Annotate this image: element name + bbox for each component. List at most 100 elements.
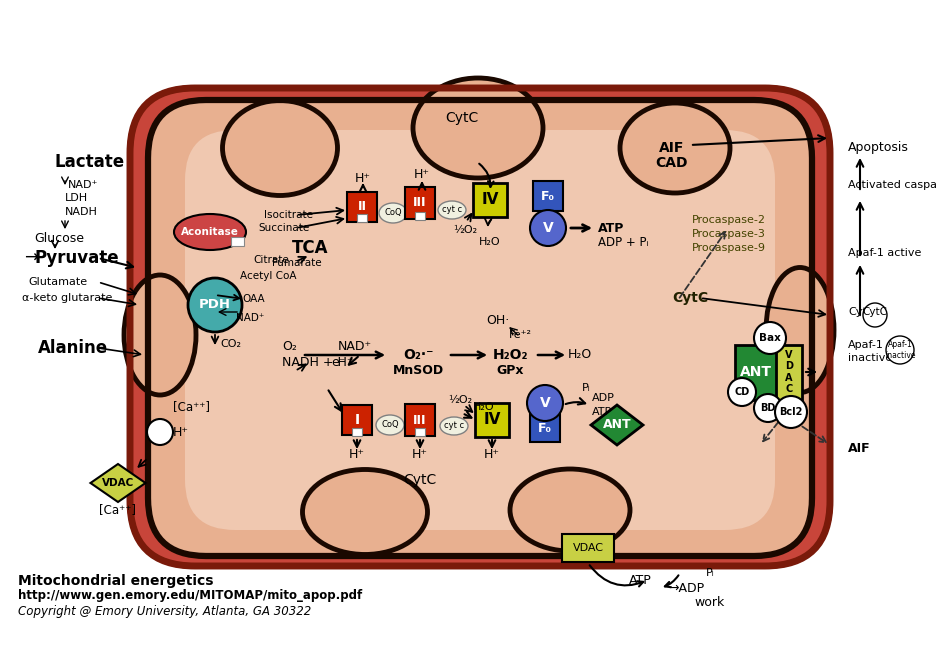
Text: NADH: NADH [65, 207, 98, 217]
Text: MnSOD: MnSOD [392, 364, 444, 377]
Ellipse shape [379, 203, 407, 223]
Text: H⁺: H⁺ [412, 448, 428, 461]
Text: ATP: ATP [598, 222, 624, 234]
Text: α-keto glutarate: α-keto glutarate [22, 293, 112, 303]
Text: III: III [414, 413, 427, 426]
Text: NADH + H⁺: NADH + H⁺ [282, 355, 354, 368]
Text: work: work [695, 596, 725, 609]
Text: VDAC: VDAC [573, 543, 604, 553]
Text: TCA: TCA [292, 239, 329, 257]
Ellipse shape [124, 275, 196, 395]
Text: OH·: OH· [487, 313, 509, 326]
Text: CO₂: CO₂ [220, 339, 241, 349]
Text: Pᵢ: Pᵢ [582, 383, 591, 393]
Text: IV: IV [483, 413, 501, 428]
FancyBboxPatch shape [562, 534, 614, 562]
Polygon shape [591, 405, 643, 445]
Text: Copyright @ Emory University, Atlanta, GA 30322: Copyright @ Emory University, Atlanta, G… [18, 605, 312, 618]
Text: Apoptosis: Apoptosis [848, 141, 909, 154]
FancyBboxPatch shape [357, 214, 367, 222]
Text: H₂O: H₂O [474, 402, 495, 412]
Text: CoQ: CoQ [381, 421, 399, 430]
Text: Alanine: Alanine [38, 339, 109, 357]
FancyBboxPatch shape [475, 403, 509, 437]
Text: CoQ: CoQ [384, 209, 402, 218]
Ellipse shape [620, 103, 730, 193]
Text: Bcl2: Bcl2 [780, 407, 803, 417]
Text: http://www.gen.emory.edu/MITOMAP/mito_apop.pdf: http://www.gen.emory.edu/MITOMAP/mito_ap… [18, 590, 362, 603]
Text: inactive: inactive [848, 353, 892, 363]
Text: Pᵢ: Pᵢ [706, 568, 714, 578]
Text: CytC: CytC [672, 291, 709, 305]
Circle shape [886, 336, 914, 364]
FancyBboxPatch shape [473, 183, 507, 217]
Text: IV: IV [481, 193, 499, 207]
Circle shape [754, 322, 786, 354]
Text: LDH: LDH [65, 193, 88, 203]
Text: GPx: GPx [496, 364, 524, 377]
FancyBboxPatch shape [352, 428, 362, 436]
Text: H⁺: H⁺ [173, 426, 189, 439]
Text: H₂O₂: H₂O₂ [492, 348, 528, 362]
Text: AIF: AIF [848, 441, 870, 455]
Text: [Ca⁺⁺]: [Ca⁺⁺] [173, 401, 211, 413]
Text: Lactate: Lactate [55, 153, 125, 171]
Text: H₂O: H₂O [568, 348, 592, 362]
FancyBboxPatch shape [533, 181, 563, 211]
Text: cyt c: cyt c [442, 205, 462, 214]
Text: ADP + Pᵢ: ADP + Pᵢ [598, 236, 649, 249]
Text: CytC: CytC [403, 473, 436, 487]
Circle shape [147, 419, 173, 445]
Ellipse shape [174, 214, 246, 250]
Text: NAD⁺: NAD⁺ [68, 180, 98, 190]
Text: [Ca⁺⁺]: [Ca⁺⁺] [99, 503, 137, 517]
FancyBboxPatch shape [130, 88, 830, 566]
Text: Procaspase-9: Procaspase-9 [692, 243, 766, 253]
Text: cyt c: cyt c [444, 421, 464, 430]
Text: H⁺: H⁺ [355, 171, 371, 185]
Circle shape [863, 303, 887, 327]
Circle shape [775, 396, 807, 428]
Text: Aconitase: Aconitase [181, 227, 239, 237]
Text: CytC: CytC [848, 307, 874, 317]
Text: Procaspase-2: Procaspase-2 [692, 215, 766, 225]
Text: Mitochondrial energetics: Mitochondrial energetics [18, 574, 213, 588]
Text: Activated caspases: Activated caspases [848, 180, 936, 190]
Text: Procaspase-3: Procaspase-3 [692, 229, 766, 239]
FancyBboxPatch shape [415, 428, 425, 436]
Text: Apaf-1: Apaf-1 [848, 340, 884, 350]
FancyBboxPatch shape [405, 187, 435, 219]
FancyBboxPatch shape [342, 405, 372, 435]
Text: Acetyl CoA: Acetyl CoA [240, 271, 297, 281]
Text: Citrate: Citrate [253, 255, 288, 265]
Text: e⁻: e⁻ [330, 355, 345, 368]
FancyBboxPatch shape [415, 212, 425, 220]
Ellipse shape [302, 470, 428, 554]
Text: V: V [543, 221, 553, 235]
Ellipse shape [376, 415, 404, 435]
Circle shape [754, 394, 782, 422]
Text: F₀: F₀ [538, 421, 552, 435]
Text: O₂·⁻: O₂·⁻ [402, 348, 433, 362]
Text: Fe⁺²: Fe⁺² [508, 330, 532, 340]
Text: NAD⁺: NAD⁺ [338, 340, 373, 353]
Text: PDH: PDH [199, 298, 231, 311]
Text: ANT: ANT [740, 365, 772, 379]
Text: Pyruvate: Pyruvate [34, 249, 119, 267]
Text: OAA: OAA [242, 294, 265, 304]
Text: F₀: F₀ [541, 189, 555, 202]
Circle shape [188, 278, 242, 332]
Ellipse shape [413, 78, 543, 178]
Text: Isocitrate: Isocitrate [264, 210, 313, 220]
Text: Glucose: Glucose [34, 231, 84, 244]
FancyBboxPatch shape [405, 404, 435, 436]
FancyBboxPatch shape [347, 192, 377, 222]
Ellipse shape [440, 417, 468, 435]
Text: Apaf-1 active: Apaf-1 active [848, 248, 921, 258]
Text: Succinate: Succinate [258, 223, 309, 233]
Text: O₂: O₂ [283, 340, 298, 353]
Text: →ADP: →ADP [668, 581, 704, 594]
Text: ATP: ATP [629, 574, 651, 587]
Text: H⁺: H⁺ [414, 169, 430, 182]
Text: ATP: ATP [592, 407, 612, 417]
